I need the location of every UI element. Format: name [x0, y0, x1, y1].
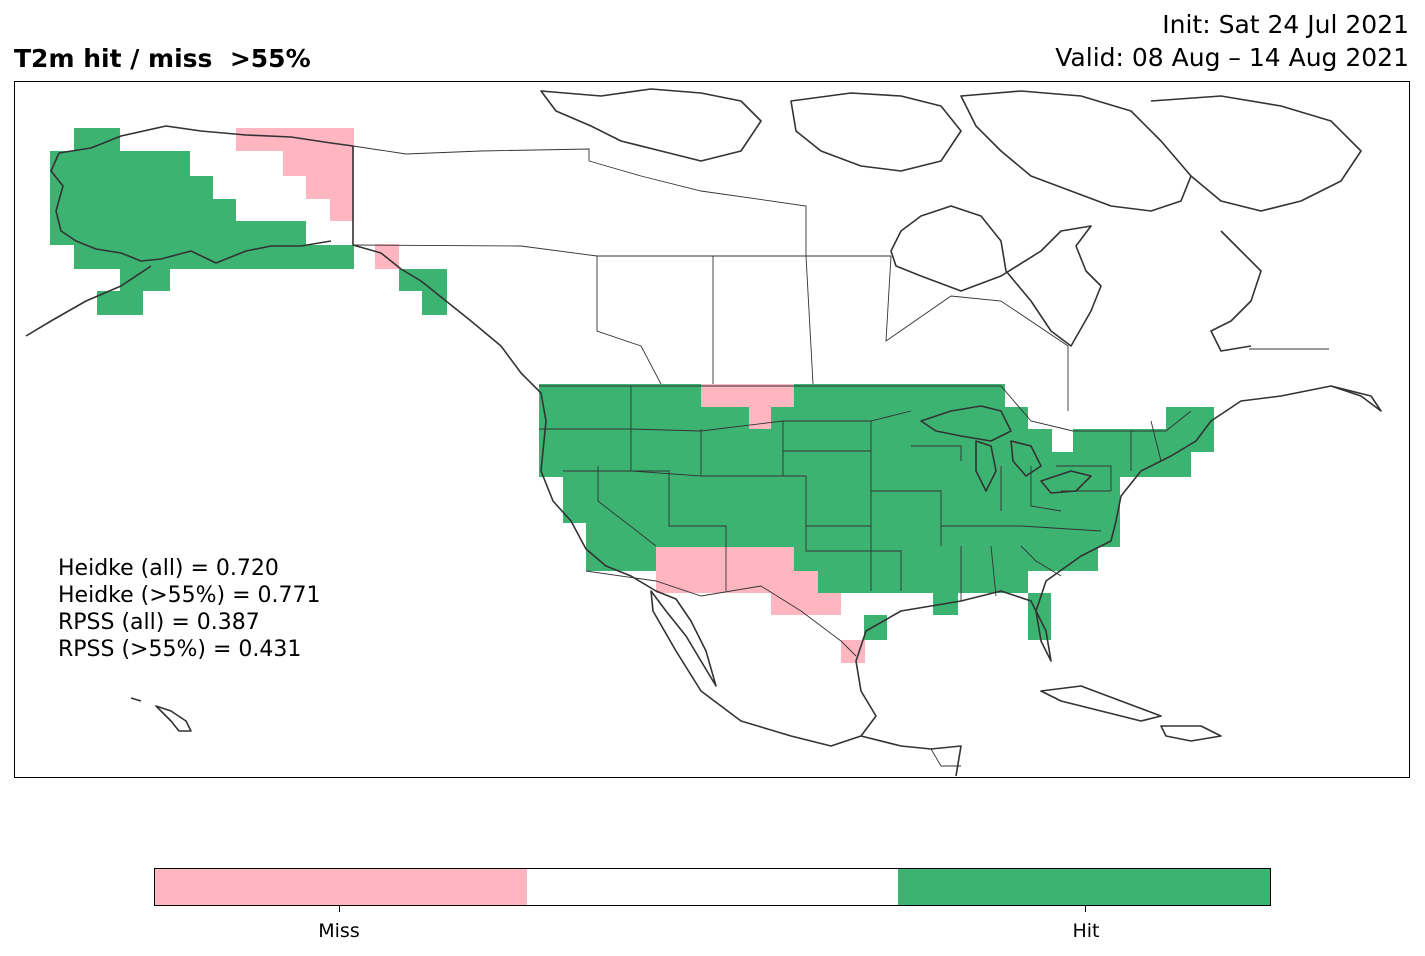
colorbar-tick-miss — [339, 906, 340, 912]
colorbar-neutral-segment — [526, 869, 899, 905]
heidke-55-score: Heidke (>55%) = 0.771 — [58, 583, 321, 608]
coastlines — [25, 88, 1382, 777]
colorbar-tick-hit — [1085, 906, 1086, 912]
colorbar-hit-segment — [898, 869, 1271, 905]
rpss-55-score: RPSS (>55%) = 0.431 — [58, 637, 302, 662]
conus-miss-cells — [656, 384, 865, 663]
init-date: Init: Sat 24 Jul 2021 — [1162, 10, 1409, 39]
map-canvas — [25, 88, 1382, 777]
colorbar-label-miss: Miss — [318, 920, 360, 942]
conus-hit-cells — [539, 384, 1214, 640]
map-frame — [14, 81, 1410, 778]
alaska-hit-cells — [50, 128, 447, 315]
heidke-all-score: Heidke (all) = 0.720 — [58, 556, 279, 581]
colorbar-miss-segment — [155, 869, 527, 905]
valid-period: Valid: 08 Aug – 14 Aug 2021 — [1055, 43, 1409, 72]
colorbar — [154, 868, 1271, 906]
score-panel: Heidke (all) = 0.720 Heidke (>55%) = 0.7… — [58, 555, 321, 663]
colorbar-label-hit: Hit — [1072, 920, 1100, 942]
political-boundaries — [352, 145, 1329, 767]
alaska-miss-cells — [236, 128, 399, 269]
map-title: T2m hit / miss >55% — [14, 44, 311, 73]
rpss-all-score: RPSS (all) = 0.387 — [58, 610, 260, 635]
